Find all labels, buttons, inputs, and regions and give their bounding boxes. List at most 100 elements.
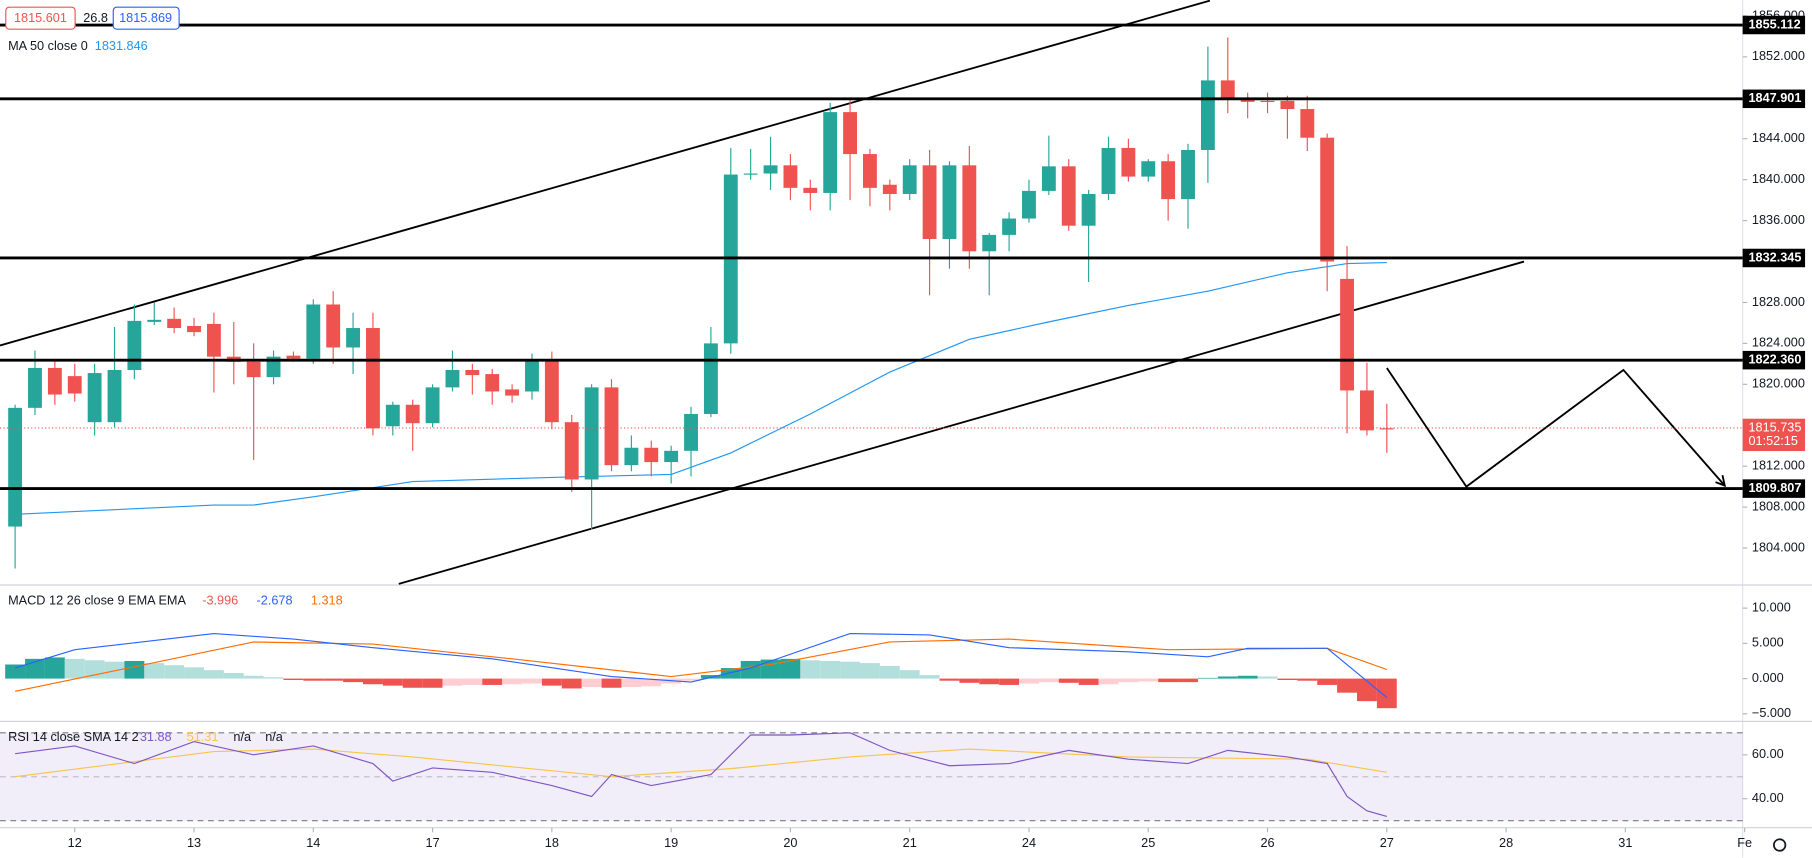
candle-body [882, 184, 897, 194]
histogram-bar [164, 665, 185, 679]
candle-body [1022, 190, 1036, 219]
candle-body [87, 373, 102, 423]
y-tick-label: 1836.000 [1752, 212, 1805, 227]
candle-body [445, 369, 460, 388]
y-tick-label: 5.000 [1752, 635, 1784, 650]
candle-body [67, 376, 82, 394]
candle-body [564, 422, 579, 480]
histogram-bar [1277, 678, 1298, 681]
candle-body [1161, 161, 1176, 200]
level-label: 1855.112 [1748, 16, 1800, 31]
histogram-bar [243, 675, 264, 679]
histogram-bar [999, 678, 1020, 685]
y-tick-label: −5.000 [1752, 705, 1791, 720]
x-tick-label: 26 [1260, 835, 1274, 850]
legend-value: 51.31 [187, 729, 219, 744]
bid-price: 1815.601 [14, 10, 67, 25]
histogram-bar [283, 678, 304, 681]
level-label-box [1742, 248, 1806, 268]
candle-body [346, 328, 360, 348]
histogram-bar [1019, 678, 1039, 684]
histogram-bar [1337, 678, 1357, 693]
histogram-bar [422, 678, 443, 688]
histogram-bar [482, 678, 503, 685]
x-tick-label: 28 [1499, 835, 1513, 850]
trend-line [0, 0, 1211, 347]
candle-body [1360, 390, 1374, 431]
histogram-bar [1158, 678, 1179, 683]
candle-body [127, 320, 142, 370]
histogram-bar [820, 660, 841, 679]
histogram-bar [541, 678, 562, 686]
candle-body [465, 369, 480, 376]
y-tick-label: 0.000 [1752, 670, 1784, 685]
x-tick-label: Fe [1737, 835, 1752, 850]
moving-average [15, 262, 1387, 515]
y-tick-label: 1852.000 [1752, 48, 1805, 63]
histogram-bar [303, 678, 324, 681]
candle-body [286, 355, 301, 359]
histogram-bar [800, 660, 821, 679]
candle-body [1260, 100, 1275, 103]
histogram-bar [720, 668, 741, 679]
histogram-bar [5, 664, 26, 679]
bid-box[interactable] [5, 6, 76, 30]
level-label-box [1742, 89, 1806, 109]
candle-body [266, 356, 281, 378]
gear[interactable] [1772, 838, 1787, 852]
candle-body [485, 374, 500, 392]
level-label-box [1742, 350, 1806, 370]
ask-box[interactable] [112, 6, 180, 30]
candle-body [644, 447, 659, 463]
candle-body [803, 187, 818, 193]
settings-icon[interactable] [1772, 838, 1787, 852]
histogram-bar [840, 661, 860, 679]
y-tick-label: 1828.000 [1752, 294, 1805, 309]
candle-body [1300, 109, 1315, 138]
candle-body [584, 387, 599, 480]
histogram-bar [1197, 677, 1218, 679]
candle-body [962, 165, 977, 252]
histogram-bar [641, 678, 662, 687]
projection-arrow [1386, 367, 1726, 488]
candle-body [863, 154, 877, 188]
histogram-bar [124, 660, 145, 679]
y-tick-label: 1840.000 [1752, 171, 1805, 186]
candle-body [326, 304, 341, 348]
histogram-bar [522, 678, 542, 684]
header: 1815.601 26.8 1815.869 MA 50 close 0 183… [5, 6, 187, 744]
histogram-bar [561, 678, 582, 689]
histogram-bar [919, 675, 940, 679]
histogram-bar [760, 659, 781, 679]
candle-body [107, 369, 122, 423]
candle-body [1101, 147, 1116, 194]
y-tick-label: 40.00 [1752, 790, 1784, 805]
candle-body [525, 360, 539, 392]
histogram-bar [939, 678, 960, 681]
candle-body [47, 367, 62, 395]
histogram-bar [1038, 678, 1059, 683]
candle-body [942, 165, 957, 240]
level-label-box [1742, 15, 1806, 35]
signal-line [15, 638, 1388, 692]
x-tick-label: 24 [1022, 835, 1036, 850]
legend-value: -2.678 [257, 593, 293, 608]
histogram-bar [1376, 678, 1397, 709]
last-price-label: 1815.735 [1748, 419, 1801, 434]
candle-body [1220, 80, 1235, 99]
histogram-bar [1118, 678, 1139, 683]
histogram-bar [502, 678, 523, 685]
candle-body [684, 413, 698, 451]
histogram-bar [263, 677, 284, 679]
y-tick-label: 1844.000 [1752, 130, 1805, 145]
histogram-bar [581, 678, 602, 688]
histogram-bar [1058, 678, 1079, 683]
legend-value: n/a [265, 729, 284, 744]
macd-line [14, 632, 1388, 699]
level-label: 1847.901 [1748, 90, 1801, 105]
candle-body [167, 318, 182, 329]
candle-body [147, 319, 162, 322]
histogram-bar [184, 667, 204, 679]
candle-body [1280, 100, 1295, 110]
